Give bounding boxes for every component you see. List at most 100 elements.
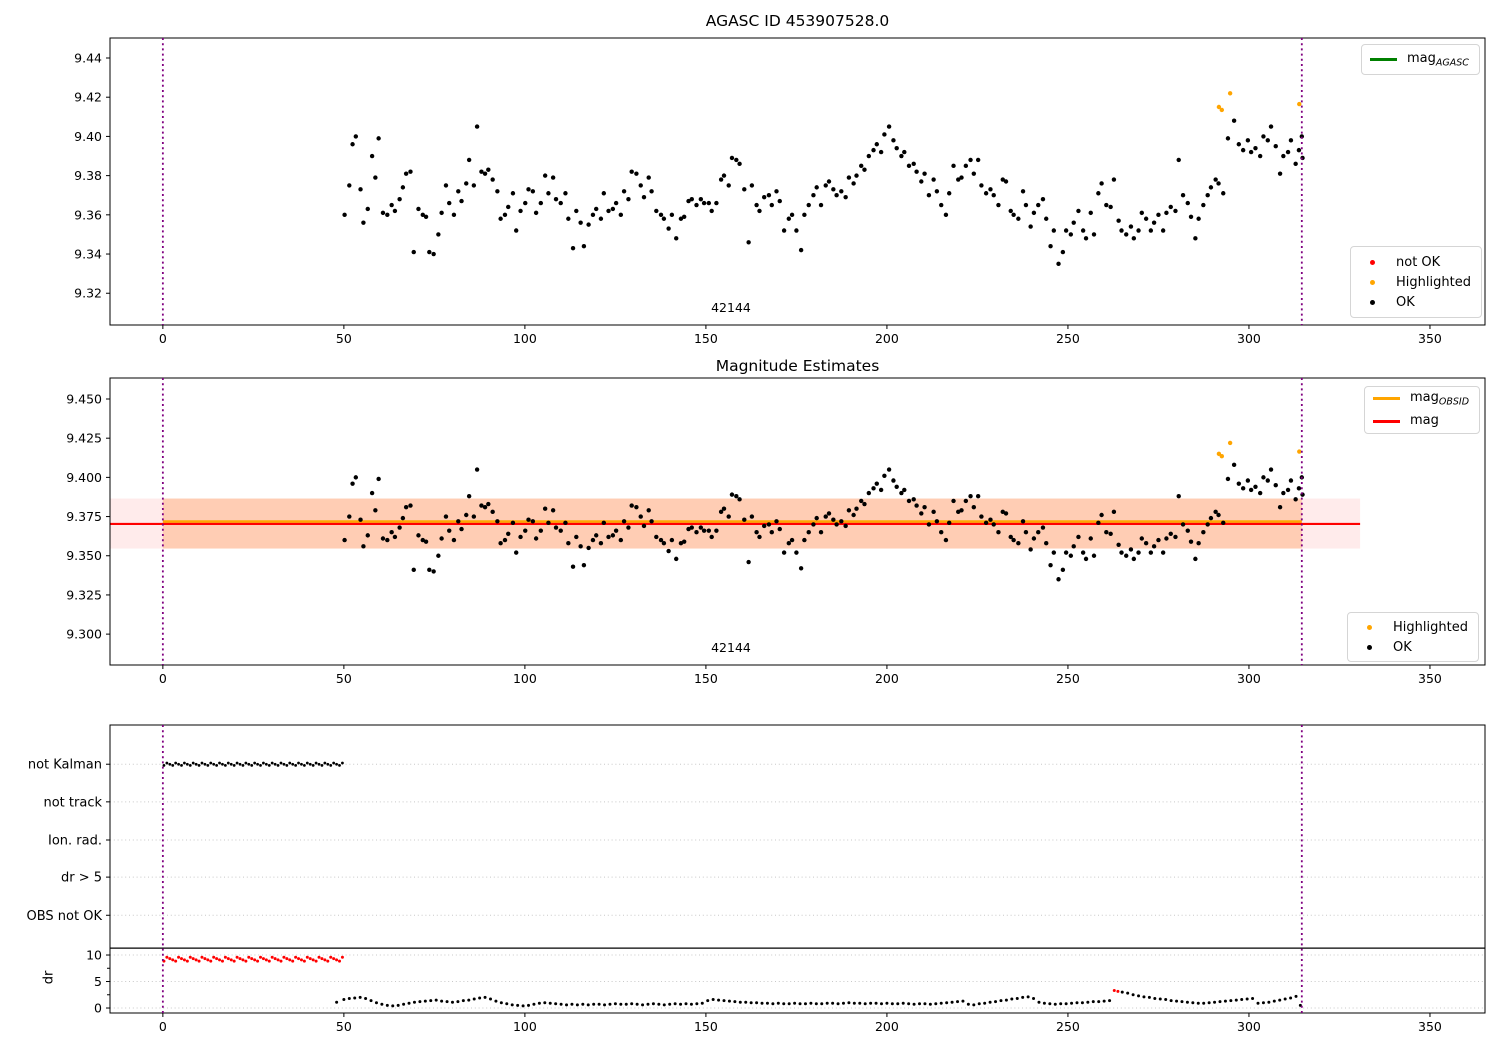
mag-data-point <box>514 228 519 233</box>
dr-data-point <box>896 1002 900 1006</box>
dr-data-point <box>380 1002 384 1006</box>
not-kalman-flag-point <box>273 762 277 766</box>
mag-data-point <box>613 200 619 206</box>
dr-data-point <box>961 999 965 1003</box>
mag-data-point <box>1003 511 1009 516</box>
mag-data-point <box>523 200 528 206</box>
mag-data-point <box>1156 212 1161 218</box>
dr-data-point <box>1240 998 1244 1002</box>
mag-data-point <box>1096 191 1101 196</box>
mag-data-point <box>919 511 924 516</box>
not-kalman-flag-point <box>341 761 344 765</box>
mag-data-point <box>906 163 912 169</box>
middle-x-axis-tick-label: 150 <box>694 671 718 686</box>
dr-capped-point <box>171 958 175 962</box>
mag-data-point <box>598 216 604 221</box>
mag-data-point <box>546 520 551 526</box>
mag-data-point <box>811 522 816 527</box>
mag-data-point <box>922 504 927 510</box>
not-kalman-flag-point <box>259 763 262 767</box>
mag-data-point <box>1099 512 1104 518</box>
mag-data-point <box>411 249 416 255</box>
legend-label: OK <box>1393 639 1412 655</box>
mag-data-point <box>439 536 444 541</box>
mag-data-point <box>479 169 484 174</box>
dr-data-point <box>521 1004 525 1008</box>
mag-data-point <box>746 559 751 565</box>
dr-capped-point <box>320 957 324 961</box>
mag-line-swatch-icon <box>1373 420 1400 423</box>
middle-y-axis-tick-label: 9.400 <box>66 470 102 485</box>
dr-data-point <box>1108 999 1112 1003</box>
mag-data-point <box>1116 542 1121 547</box>
mag-data-point <box>811 193 816 198</box>
not-kalman-flag-point <box>200 761 204 765</box>
mag-data-point <box>451 212 457 218</box>
dr-data-point <box>1202 1001 1206 1005</box>
mag-data-point <box>1051 550 1057 555</box>
mag-data-point <box>456 189 461 194</box>
middle-x-axis-tick-label: 350 <box>1418 671 1442 686</box>
dr-data-point <box>1131 993 1135 997</box>
bottom-x-axis-tick-label: 350 <box>1418 1019 1442 1034</box>
mag-data-point <box>590 537 596 543</box>
mag-data-point <box>533 536 539 541</box>
dr-data-point <box>994 1000 998 1004</box>
mag-data-point <box>754 530 759 535</box>
mag-data-point <box>498 541 503 546</box>
not-kalman-flag-point <box>194 762 198 766</box>
top-x-axis-tick-label: 200 <box>875 331 899 346</box>
dr-data-point <box>657 1002 661 1006</box>
mag-data-point <box>979 183 984 188</box>
mag-data-point <box>1028 224 1033 229</box>
mag-data-point <box>1168 531 1173 537</box>
mag-data-point <box>542 506 548 511</box>
mag-data-point <box>510 191 516 196</box>
not-kalman-flag-point <box>311 763 315 767</box>
mag-data-point <box>486 167 491 172</box>
mag-data-point <box>506 531 511 537</box>
dr-data-point <box>923 1002 927 1006</box>
mag-data-point <box>911 497 916 502</box>
middle-y-axis-tick-label: 9.450 <box>66 392 102 407</box>
mag-data-point <box>1285 149 1291 155</box>
dr-data-point <box>516 1003 520 1007</box>
mag-data-point <box>862 167 867 172</box>
mag-data-point <box>482 171 488 176</box>
mag-data-point <box>373 175 378 180</box>
highlighted-data-point <box>1227 91 1233 96</box>
mag-data-point <box>649 189 654 194</box>
mag-data-point <box>769 202 774 208</box>
not-kalman-flag-point <box>191 761 195 765</box>
dr-data-point <box>956 1000 960 1004</box>
mag-data-point <box>926 193 932 198</box>
bottom-x-axis-tick-label: 100 <box>513 1019 537 1034</box>
mag-data-point <box>1188 539 1194 544</box>
mag-data-point <box>1083 236 1089 241</box>
dr-data-point <box>1086 1000 1090 1004</box>
dr-capped-point <box>247 955 251 959</box>
mag-data-point <box>786 216 792 221</box>
mag-data-point <box>769 530 774 535</box>
mag-data-point <box>629 503 634 508</box>
mag-data-point <box>1285 487 1291 493</box>
mag-data-point <box>1208 185 1214 190</box>
not-kalman-flag-point <box>188 763 192 767</box>
mag-data-point <box>1277 171 1283 176</box>
dr-data-point <box>646 1002 650 1006</box>
dr-data-point <box>814 1002 818 1006</box>
mag-data-point <box>646 175 651 180</box>
dr-capped-point <box>218 958 222 962</box>
mag-data-point <box>781 550 787 555</box>
mag-data-point <box>518 534 523 540</box>
mag-data-point <box>742 187 747 192</box>
middle-x-axis-tick-label: 300 <box>1237 671 1261 686</box>
mag-data-point <box>1044 541 1049 546</box>
dr-data-point <box>1142 995 1146 999</box>
dr-data-point <box>717 998 721 1002</box>
mag-data-point <box>471 514 477 519</box>
top-y-axis-tick-label: 9.36 <box>74 207 102 222</box>
mag-data-point <box>1071 544 1076 549</box>
dr-capped-point <box>232 959 236 963</box>
mag-data-point <box>570 245 576 251</box>
